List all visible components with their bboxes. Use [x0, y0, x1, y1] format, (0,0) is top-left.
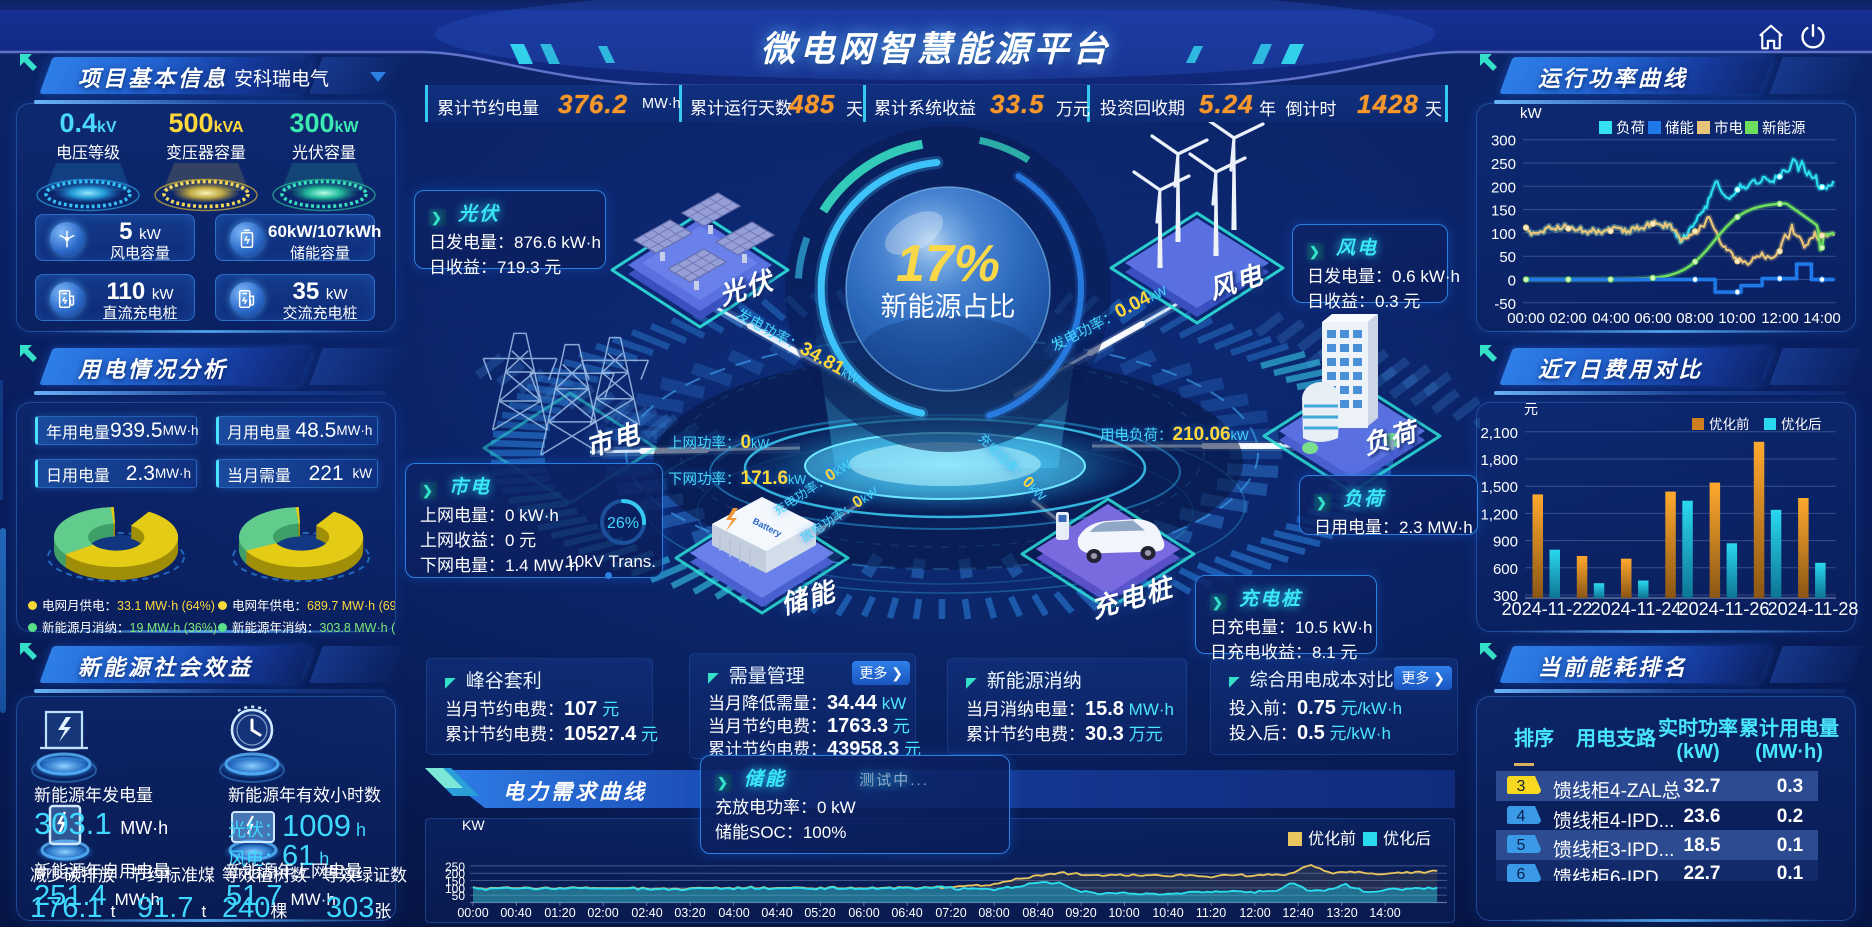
- svg-text:250: 250: [445, 860, 465, 874]
- svg-text:06:40: 06:40: [891, 906, 922, 920]
- svg-text:300: 300: [1491, 133, 1516, 150]
- svg-text:-50: -50: [1494, 296, 1516, 313]
- svg-text:2024-11-24: 2024-11-24: [1591, 599, 1682, 619]
- svg-text:14:00: 14:00: [1803, 310, 1841, 327]
- svg-text:02:00: 02:00: [1549, 310, 1587, 327]
- svg-text:元: 元: [1524, 402, 1538, 417]
- svg-text:06:00: 06:00: [1634, 310, 1672, 327]
- svg-text:2024-11-28: 2024-11-28: [1768, 599, 1859, 619]
- svg-text:01:20: 01:20: [544, 906, 575, 920]
- svg-text:100: 100: [1491, 226, 1516, 243]
- svg-text:11:20: 11:20: [1196, 906, 1226, 920]
- svg-text:08:00: 08:00: [1676, 310, 1714, 327]
- svg-text:07:20: 07:20: [935, 906, 966, 920]
- svg-text:10:00: 10:00: [1108, 906, 1139, 920]
- svg-text:250: 250: [1491, 156, 1516, 173]
- svg-text:新能源占比: 新能源占比: [881, 292, 1016, 322]
- svg-text:04:00: 04:00: [718, 906, 749, 920]
- svg-text:02:00: 02:00: [587, 906, 618, 920]
- svg-text:2024-11-26: 2024-11-26: [1679, 599, 1770, 619]
- svg-text:200: 200: [445, 867, 465, 881]
- svg-text:600: 600: [1493, 561, 1518, 578]
- svg-text:2,100: 2,100: [1480, 425, 1518, 442]
- svg-text:3: 3: [1517, 778, 1526, 795]
- svg-text:03:20: 03:20: [674, 906, 705, 920]
- svg-text:200: 200: [1491, 179, 1516, 196]
- svg-text:1,500: 1,500: [1480, 479, 1518, 496]
- svg-text:10:40: 10:40: [1152, 906, 1183, 920]
- svg-text:6: 6: [1517, 866, 1526, 882]
- svg-text:4: 4: [1517, 808, 1526, 825]
- svg-text:17%: 17%: [896, 235, 1000, 293]
- svg-text:100: 100: [445, 882, 465, 896]
- svg-text:0: 0: [1508, 273, 1516, 290]
- svg-text:26%: 26%: [607, 515, 639, 532]
- svg-text:负荷: 负荷: [1616, 120, 1645, 137]
- svg-text:06:00: 06:00: [848, 906, 879, 920]
- svg-text:00:40: 00:40: [500, 906, 531, 920]
- svg-text:150: 150: [1491, 203, 1516, 220]
- svg-text:优化前: 优化前: [1308, 830, 1356, 848]
- svg-text:50: 50: [1499, 249, 1516, 266]
- svg-text:12:40: 12:40: [1282, 906, 1313, 920]
- svg-text:储能: 储能: [1665, 120, 1694, 137]
- svg-text:08:40: 08:40: [1022, 906, 1053, 920]
- svg-text:04:40: 04:40: [761, 906, 792, 920]
- svg-text:10:00: 10:00: [1718, 310, 1756, 327]
- svg-text:50: 50: [452, 889, 466, 903]
- svg-text:1,800: 1,800: [1480, 452, 1518, 469]
- svg-text:02:40: 02:40: [631, 906, 662, 920]
- svg-text:优化后: 优化后: [1383, 830, 1431, 848]
- svg-text:300: 300: [1493, 588, 1518, 605]
- svg-text:00:00: 00:00: [457, 906, 488, 920]
- svg-text:04:00: 04:00: [1592, 310, 1630, 327]
- svg-text:13:20: 13:20: [1326, 906, 1357, 920]
- svg-text:5: 5: [1517, 837, 1526, 854]
- svg-text:05:20: 05:20: [804, 906, 835, 920]
- svg-text:优化前: 优化前: [1709, 416, 1750, 432]
- svg-text:00:00: 00:00: [1507, 310, 1545, 327]
- svg-text:1,200: 1,200: [1480, 506, 1518, 523]
- svg-text:09:20: 09:20: [1065, 906, 1096, 920]
- svg-text:优化后: 优化后: [1781, 417, 1822, 432]
- svg-text:900: 900: [1493, 534, 1518, 551]
- svg-text:14:00: 14:00: [1369, 906, 1400, 920]
- svg-text:12:00: 12:00: [1761, 310, 1799, 327]
- svg-text:kW: kW: [1520, 105, 1543, 122]
- svg-text:市电: 市电: [1714, 120, 1743, 137]
- svg-text:新能源: 新能源: [1762, 120, 1806, 137]
- svg-text:KW: KW: [462, 818, 485, 833]
- svg-text:08:00: 08:00: [978, 906, 1009, 920]
- svg-text:12:00: 12:00: [1239, 906, 1270, 920]
- svg-text:150: 150: [445, 875, 465, 889]
- svg-text:2024-11-22: 2024-11-22: [1502, 599, 1593, 619]
